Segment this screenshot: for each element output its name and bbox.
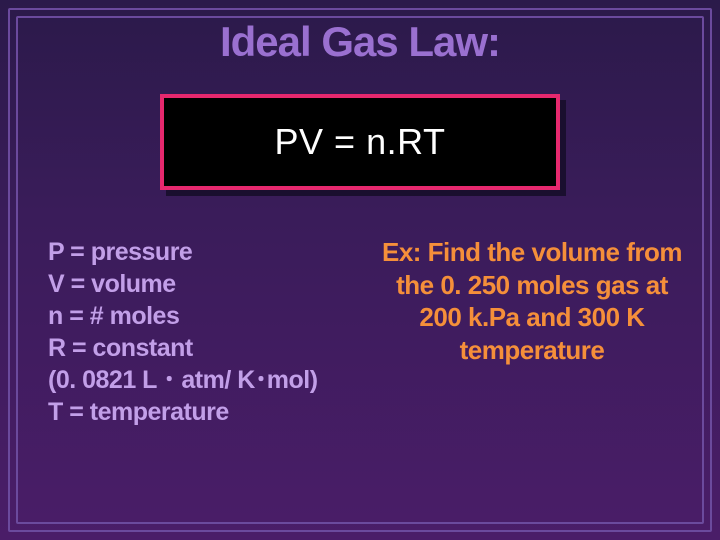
definition-line: R = constant <box>48 332 368 364</box>
formula-box: PV = n.RT <box>160 94 560 190</box>
definition-line: (0. 0821 L ･ atm/ K･mol) <box>48 364 368 396</box>
slide-title: Ideal Gas Law: <box>0 18 720 66</box>
definitions-list: P = pressure V = volume n = # moles R = … <box>48 236 368 428</box>
formula-text: PV = n.RT <box>275 121 446 163</box>
definition-line: P = pressure <box>48 236 368 268</box>
definition-line: V = volume <box>48 268 368 300</box>
definition-line: T = temperature <box>48 396 368 428</box>
slide: Ideal Gas Law: PV = n.RT P = pressure V … <box>0 0 720 540</box>
example-text: Ex: Find the volume from the 0. 250 mole… <box>378 236 686 366</box>
definition-line: n = # moles <box>48 300 368 332</box>
